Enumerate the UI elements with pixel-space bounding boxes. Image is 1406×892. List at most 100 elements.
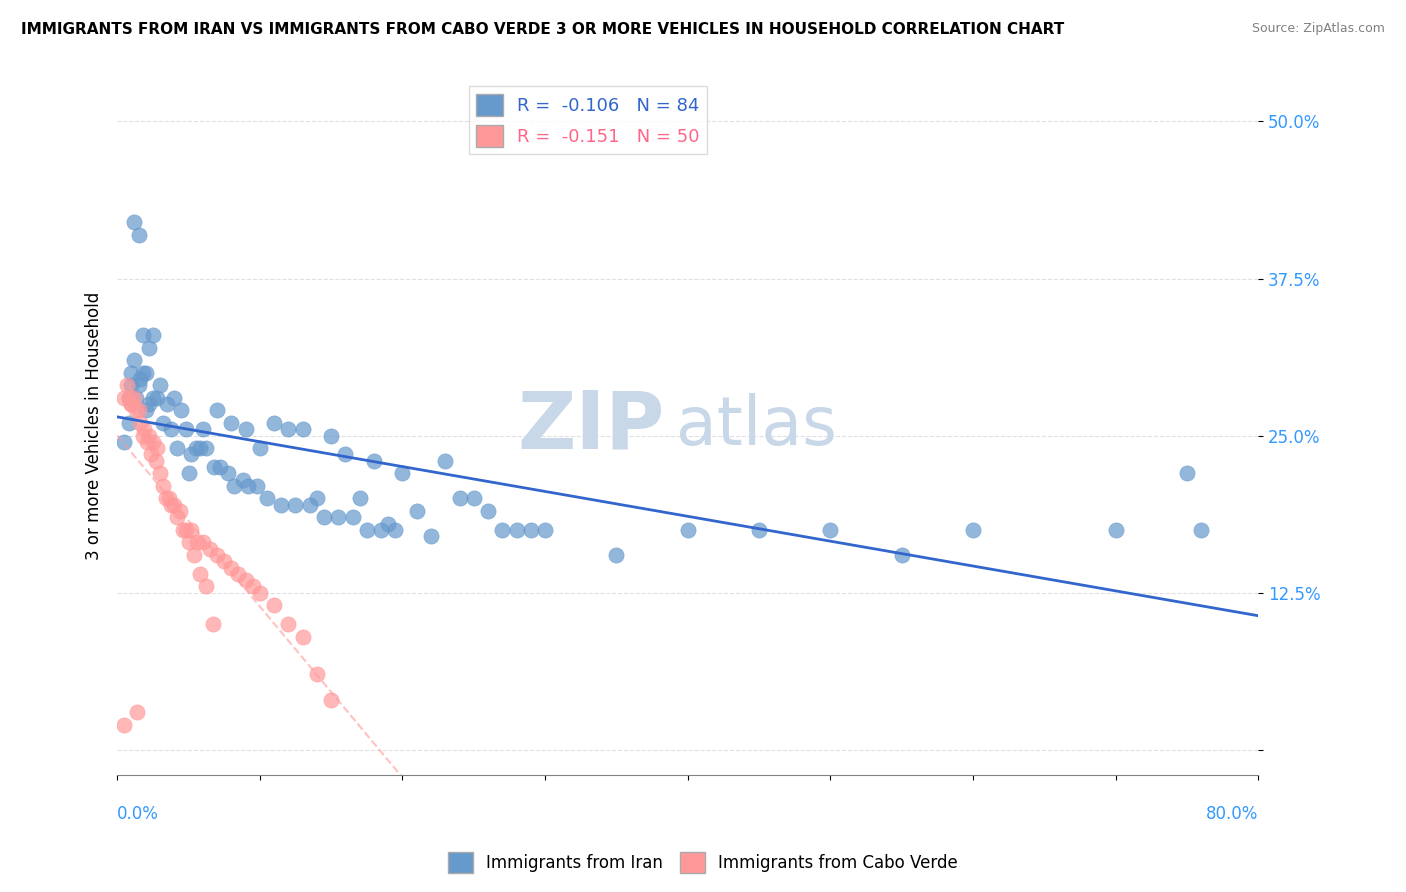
Point [149,467,172,481]
Point [177,467,200,481]
Point [149,378,172,392]
Point [463,491,485,506]
Point [191,422,214,436]
Point [356,523,378,537]
Point [277,617,299,632]
Point [174,523,197,537]
Point [188,441,211,455]
Point [342,510,364,524]
Point [208,460,231,475]
Point [120,397,142,411]
Point [166,441,188,455]
Text: ZIP: ZIP [517,387,665,466]
Point [270,498,292,512]
Point [748,523,770,537]
Point [228,566,250,581]
Point [132,366,155,380]
Point [263,599,285,613]
Point [232,473,254,487]
Point [434,454,457,468]
Point [238,479,260,493]
Point [263,416,285,430]
Point [112,434,135,449]
Point [112,391,135,405]
Point [363,454,385,468]
Point [138,341,160,355]
Point [120,397,142,411]
Point [534,523,557,537]
Point [152,479,174,493]
Point [284,498,307,512]
Point [170,403,193,417]
Point [221,560,243,574]
Text: atlas: atlas [676,393,837,459]
Point [291,630,314,644]
Legend: Immigrants from Iran, Immigrants from Cabo Verde: Immigrants from Iran, Immigrants from Ca… [441,846,965,880]
Point [135,403,157,417]
Point [305,667,328,681]
Point [177,535,200,549]
Point [256,491,278,506]
Point [124,391,146,405]
Point [321,428,343,442]
Point [224,479,246,493]
Point [520,523,543,537]
Point [127,705,149,719]
Point [124,353,146,368]
Point [1105,523,1128,537]
Point [160,422,183,436]
Point [890,548,912,562]
Point [321,692,343,706]
Point [142,328,165,343]
Point [205,548,228,562]
Point [142,434,165,449]
Point [169,504,191,518]
Point [183,548,205,562]
Point [235,573,257,587]
Text: Source: ZipAtlas.com: Source: ZipAtlas.com [1251,22,1385,36]
Point [491,523,513,537]
Text: 80.0%: 80.0% [1206,805,1258,823]
Point [820,523,842,537]
Point [235,422,257,436]
Point [180,523,202,537]
Point [146,441,169,455]
Point [174,422,197,436]
Point [217,467,239,481]
Point [120,378,142,392]
Point [132,428,155,442]
Point [117,391,139,405]
Point [128,227,150,242]
Point [242,579,264,593]
Point [112,717,135,731]
Point [128,378,150,392]
Point [128,403,150,417]
Point [202,460,225,475]
Point [201,617,224,632]
Point [349,491,371,506]
Point [129,372,152,386]
Point [138,428,160,442]
Point [477,504,499,518]
Point [138,397,160,411]
Point [194,441,217,455]
Point [160,498,183,512]
Point [605,548,627,562]
Point [134,422,156,436]
Point [117,391,139,405]
Point [157,491,180,506]
Point [384,523,406,537]
Point [136,434,159,449]
Point [391,467,413,481]
Point [249,585,271,599]
Point [145,454,167,468]
Legend: R =  -0.106   N = 84, R =  -0.151   N = 50: R = -0.106 N = 84, R = -0.151 N = 50 [468,87,707,154]
Point [198,541,221,556]
Point [676,523,699,537]
Point [132,328,155,343]
Point [1189,523,1212,537]
Point [246,479,269,493]
Point [328,510,350,524]
Point [141,447,163,461]
Point [184,441,207,455]
